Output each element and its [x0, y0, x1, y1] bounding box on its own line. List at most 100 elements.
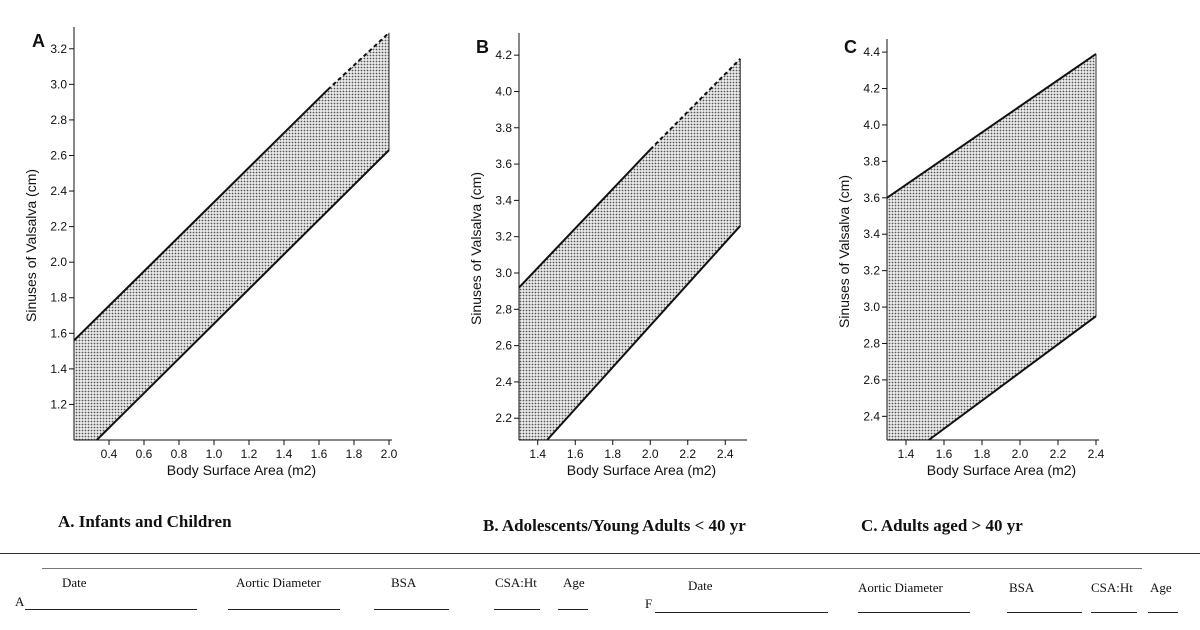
- y-tick-label: 2.6: [495, 339, 512, 353]
- x-tick-label: 1.0: [206, 447, 223, 461]
- x-tick-label: 2.0: [381, 447, 398, 461]
- y-axis-label: Sinuses of Valsalva (cm): [468, 172, 484, 325]
- panel-letter: A: [32, 31, 45, 51]
- aortic-field-left[interactable]: [228, 609, 340, 610]
- y-tick-label: 4.4: [863, 45, 880, 59]
- x-tick-label: 2.2: [1050, 447, 1067, 461]
- bsa-field-right[interactable]: [1007, 612, 1082, 613]
- x-tick-label: 2.4: [1088, 447, 1105, 461]
- y-tick-label: 3.4: [863, 227, 880, 241]
- upper-limit-line: [886, 53, 1097, 199]
- x-tick-label: 1.4: [898, 447, 915, 461]
- y-tick-label: 3.4: [495, 193, 512, 207]
- caption-c: C. Adults aged > 40 yr: [861, 516, 1023, 535]
- age-field-left[interactable]: [558, 609, 588, 610]
- lower-limit-line: [546, 225, 741, 441]
- csa-field-right[interactable]: [1091, 612, 1137, 613]
- lower-limit-line: [928, 315, 1097, 441]
- y-axis-label: Sinuses of Valsalva (cm): [836, 175, 852, 328]
- y-tick-label: 2.8: [495, 302, 512, 316]
- y-tick-label: 2.4: [495, 375, 512, 389]
- caption-a: A. Infants and Children: [58, 512, 232, 531]
- x-tick-label: 0.8: [171, 447, 188, 461]
- x-axis-label: Body Surface Area (m2): [167, 462, 316, 478]
- upper-limit-dashed-line: [649, 58, 741, 151]
- chart-c: 2.4 2.6 2.8 3.0 3.2 3.4 3.6 3.8 4.0 4.2 4.4 1.4 1.6 1…: [836, 37, 1105, 478]
- date-field-left[interactable]: [25, 609, 197, 610]
- form-divider: [0, 553, 1200, 554]
- y-tick-label: 2.6: [50, 148, 67, 162]
- y-tick-label: 3.6: [863, 191, 880, 205]
- y-tick-label: 2.6: [863, 373, 880, 387]
- aortic-label-right: Aortic Diameter: [858, 580, 943, 595]
- y-tick-label: 1.6: [50, 326, 67, 340]
- x-tick-label: 2.2: [679, 447, 696, 461]
- aortic-label-left: Aortic Diameter: [236, 575, 321, 590]
- y-tick-label: 4.2: [495, 48, 512, 62]
- y-tick-label: 2.4: [863, 409, 880, 423]
- y-tick-label: 1.2: [50, 397, 67, 411]
- y-tick-label: 3.8: [863, 154, 880, 168]
- form-top-rule: [42, 568, 1142, 569]
- age-label-left: Age: [563, 575, 585, 590]
- x-tick-label: 2.0: [642, 447, 659, 461]
- x-tick-label: 1.4: [276, 447, 293, 461]
- bsa-label-right: BSA: [1009, 580, 1035, 595]
- x-tick-label: 1.2: [241, 447, 258, 461]
- x-tick-label: 1.8: [346, 447, 363, 461]
- y-tick-label: 3.2: [50, 42, 67, 56]
- csa-field-left[interactable]: [494, 609, 540, 610]
- chart-b: 2.2 2.4 2.6 2.8 3.0 3.2 3.4 3.6 3.8 4.0 4.2 1.4 1.6 1…: [468, 33, 747, 478]
- y-tick-label: 2.8: [863, 336, 880, 350]
- y-tick-label: 1.8: [50, 291, 67, 305]
- aortic-field-right[interactable]: [858, 612, 970, 613]
- x-tick-label: 2.4: [717, 447, 734, 461]
- y-tick-label: 2.4: [50, 184, 67, 198]
- x-axis-label: Body Surface Area (m2): [927, 462, 1076, 478]
- caption-b: B. Adolescents/Young Adults < 40 yr: [483, 516, 746, 535]
- y-tick-label: 3.6: [495, 157, 512, 171]
- y-tick-label: 2.0: [50, 255, 67, 269]
- lower-limit-line: [96, 149, 390, 441]
- panel-letter: C: [844, 37, 857, 57]
- x-tick-label: 2.0: [1012, 447, 1029, 461]
- upper-limit-line: [518, 148, 651, 289]
- normal-range-band: [74, 32, 389, 440]
- date-label-right: Date: [688, 578, 713, 593]
- y-tick-label: 3.0: [495, 266, 512, 280]
- y-tick-label: 4.0: [863, 118, 880, 132]
- y-tick-label: 2.2: [495, 411, 512, 425]
- x-tick-label: 1.6: [936, 447, 953, 461]
- x-tick-label: 1.8: [974, 447, 991, 461]
- y-tick-label: 3.8: [495, 121, 512, 135]
- form-prefix-left: A: [15, 594, 25, 609]
- y-tick-label: 3.2: [495, 230, 512, 244]
- csa-label-right: CSA:Ht: [1091, 580, 1133, 595]
- bsa-label-left: BSA: [391, 575, 417, 590]
- x-tick-label: 0.6: [136, 447, 153, 461]
- date-label-left: Date: [62, 575, 87, 590]
- x-axis-label: Body Surface Area (m2): [567, 462, 716, 478]
- x-tick-label: 1.8: [604, 447, 621, 461]
- bsa-field-left[interactable]: [374, 609, 449, 610]
- normal-range-band: [887, 53, 1096, 440]
- upper-limit-line: [73, 88, 329, 342]
- y-tick-label: 2.2: [50, 220, 67, 234]
- chart-a: 1.2 1.4 1.6 1.8 2.0 2.2 2.4 2.6 2.8 3.0 3.2 0.4 0.6 0…: [23, 27, 398, 478]
- y-axis-label: Sinuses of Valsalva (cm): [23, 169, 39, 322]
- y-tick-label: 3.0: [50, 77, 67, 91]
- age-field-right[interactable]: [1148, 612, 1178, 613]
- x-tick-label: 0.4: [101, 447, 118, 461]
- csa-label-left: CSA:Ht: [495, 575, 537, 590]
- x-tick-label: 1.4: [529, 447, 546, 461]
- y-tick-label: 2.8: [50, 113, 67, 127]
- form-prefix-right: F: [645, 596, 653, 611]
- charts-canvas: 1.2 1.4 1.6 1.8 2.0 2.2 2.4 2.6 2.8 3.0 3.2 0.4 0.6 0…: [23, 27, 1105, 478]
- y-tick-label: 4.2: [863, 82, 880, 96]
- y-tick-label: 1.4: [50, 362, 67, 376]
- normal-range-band: [519, 58, 741, 440]
- date-field-right[interactable]: [655, 612, 828, 613]
- y-tick-label: 4.0: [495, 84, 512, 98]
- x-tick-label: 1.6: [567, 447, 584, 461]
- panel-letter: B: [476, 37, 489, 57]
